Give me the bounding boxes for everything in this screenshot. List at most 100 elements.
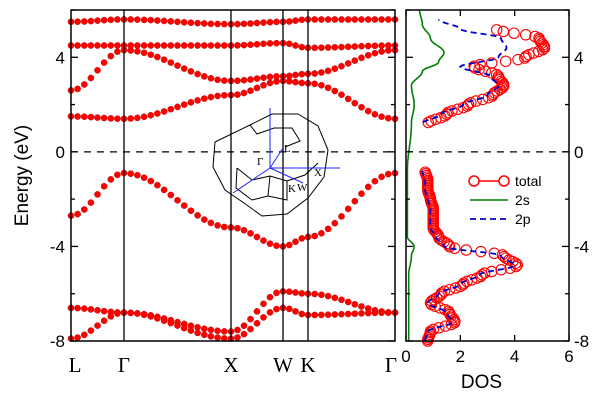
bz-label-gamma: Γ	[257, 156, 263, 168]
dos-total-point	[488, 247, 501, 260]
band-point	[81, 206, 88, 213]
bz-axis-ky	[232, 167, 271, 194]
bz-square-face	[267, 175, 288, 201]
band-point	[94, 114, 101, 121]
band-point	[174, 322, 181, 329]
band-point	[87, 74, 95, 82]
band-point	[114, 42, 121, 49]
band-point	[266, 18, 274, 26]
band-point	[371, 309, 379, 317]
dos-total-point	[478, 267, 491, 279]
band-point	[292, 78, 299, 86]
dos-total-point	[457, 278, 469, 291]
band-point	[87, 17, 95, 25]
band-point	[207, 93, 215, 101]
dos-y-tick-label: 4	[574, 48, 583, 67]
band-point	[371, 49, 379, 57]
dos-total-point	[519, 52, 531, 64]
band-point	[260, 237, 267, 244]
band-point	[160, 42, 168, 49]
band-point	[351, 310, 359, 318]
band-point	[318, 311, 325, 319]
band-point	[324, 84, 332, 92]
band-point	[240, 226, 248, 234]
band-point	[351, 57, 359, 64]
dos-total-point	[474, 270, 487, 283]
band-point	[266, 73, 274, 81]
band-point	[234, 326, 241, 334]
dos-total-point	[468, 60, 480, 73]
band-point	[134, 16, 141, 23]
band-point	[187, 68, 195, 75]
dos-total-point	[449, 282, 462, 294]
band-point	[384, 170, 392, 178]
band-point	[260, 300, 267, 308]
band-point	[214, 334, 221, 341]
band-point	[247, 315, 254, 323]
band-point	[285, 18, 293, 25]
band-point	[214, 327, 221, 335]
band-point	[160, 186, 168, 194]
band-point	[311, 290, 319, 298]
band-point	[220, 42, 228, 49]
band-point	[180, 65, 188, 72]
dos-total-point	[424, 325, 437, 337]
band-point	[247, 325, 254, 333]
band-point	[364, 52, 372, 59]
band-point	[292, 289, 299, 296]
bz-label-K: K	[288, 183, 296, 195]
band-point	[253, 319, 261, 327]
band-point	[100, 16, 108, 24]
dos-y-ticks: -8 -4 0 4	[406, 9, 589, 351]
dos-y-tick-label: -4	[574, 237, 589, 256]
band-point	[331, 44, 339, 51]
band-point	[180, 101, 188, 108]
band-point	[292, 17, 299, 24]
band-point	[160, 108, 168, 115]
band-point	[87, 327, 95, 334]
band-point	[200, 216, 208, 223]
band-point	[87, 199, 95, 206]
band-point	[298, 70, 306, 78]
band-point	[154, 110, 161, 117]
dos-x-tick-label: 2	[456, 347, 465, 366]
dos-total-point	[485, 57, 498, 69]
dos-total-point	[497, 25, 510, 38]
band-point	[331, 65, 339, 72]
bz-label-X: X	[314, 167, 322, 179]
dos-total-point	[485, 265, 498, 278]
band-point	[207, 326, 215, 334]
band-point	[351, 99, 359, 107]
band-point	[234, 224, 241, 232]
band-point	[114, 16, 121, 23]
band-point	[247, 41, 254, 49]
high-symmetry-lines	[123, 10, 309, 341]
band-point	[318, 44, 325, 52]
band-point	[207, 20, 215, 28]
band-point	[364, 42, 372, 50]
bz-front-hexagon	[236, 162, 319, 182]
band-point	[285, 241, 293, 249]
band-point	[74, 334, 81, 341]
band-point	[260, 74, 267, 81]
dos-total-point	[446, 105, 458, 117]
band-point	[167, 191, 175, 199]
band-point	[114, 310, 121, 317]
k-point-label: X	[223, 353, 238, 377]
dos-total-point	[490, 24, 503, 36]
band-point	[94, 191, 101, 198]
band-point	[214, 76, 221, 84]
band-y-tick-label: 4	[56, 48, 65, 67]
band-point	[247, 20, 254, 27]
band-point	[234, 42, 241, 49]
band-point	[100, 114, 108, 122]
band-point	[134, 310, 141, 317]
band-point	[187, 99, 195, 106]
band-point	[147, 177, 155, 185]
band-point	[214, 42, 221, 49]
dos-axis-label: DOS	[461, 372, 502, 393]
dos-total-point	[499, 55, 512, 68]
dos-total-point	[422, 116, 434, 129]
band-point	[107, 52, 115, 60]
band-point	[160, 317, 168, 325]
